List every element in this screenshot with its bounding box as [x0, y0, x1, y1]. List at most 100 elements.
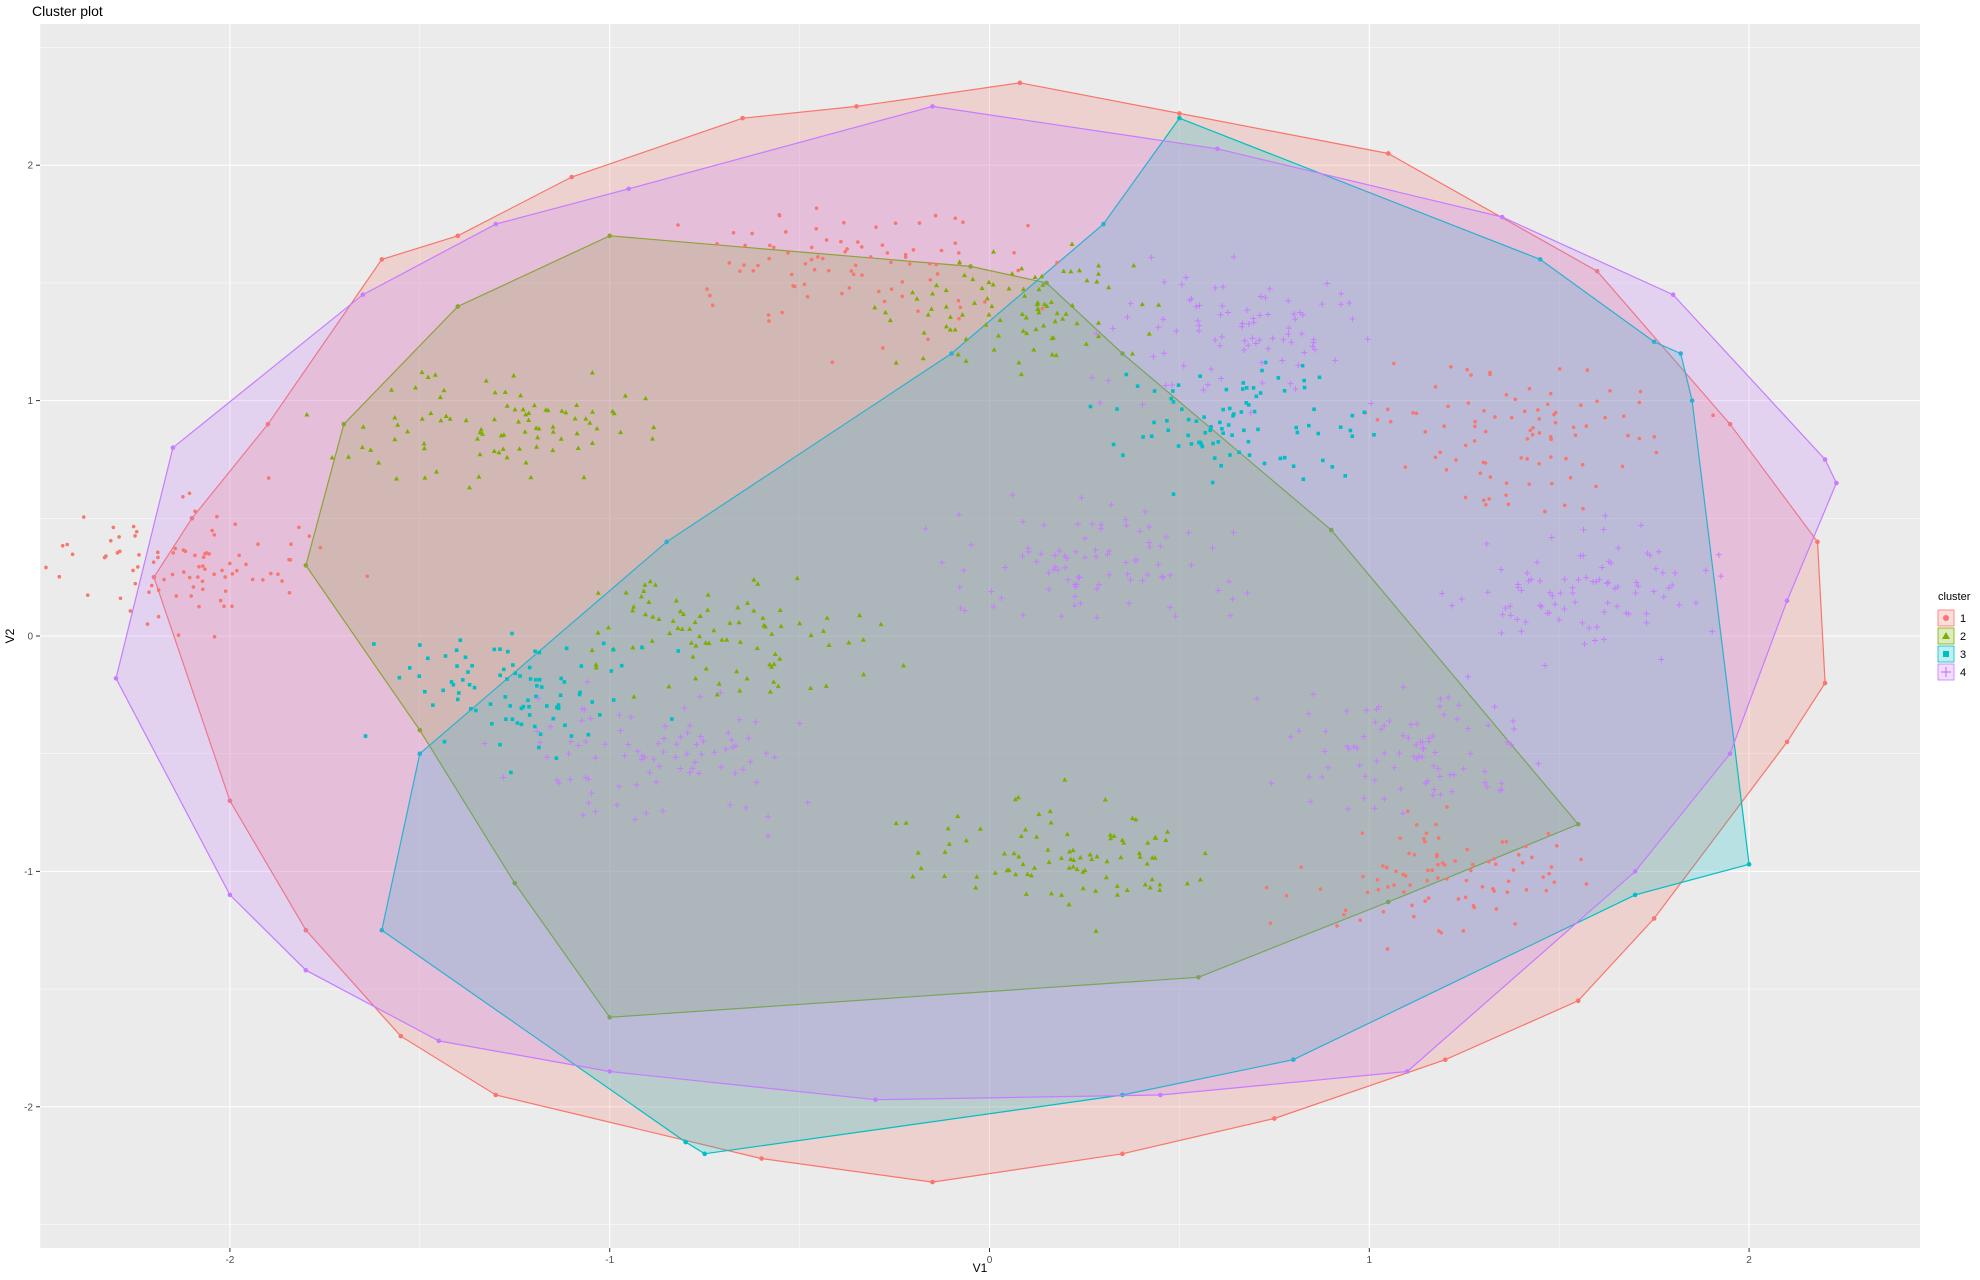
point-cluster-1: [171, 551, 175, 555]
point-cluster-3: [498, 742, 502, 747]
point-cluster-1: [1465, 367, 1469, 372]
point-cluster-4: [1445, 694, 1452, 701]
point-cluster-2: [736, 619, 742, 625]
point-cluster-1: [839, 239, 843, 244]
point-cluster-2: [918, 865, 924, 871]
hull-vertex-point: [1575, 998, 1581, 1004]
point-cluster-2: [727, 620, 733, 625]
point-cluster-1: [1478, 471, 1483, 475]
point-cluster-4: [1541, 662, 1548, 669]
hull-vertex-point: [303, 563, 309, 568]
point-cluster-2: [1087, 852, 1093, 857]
point-cluster-2: [771, 661, 777, 666]
point-cluster-2: [687, 626, 693, 631]
point-cluster-4: [1081, 535, 1088, 542]
point-cluster-4: [988, 588, 995, 595]
point-cluster-2: [1028, 872, 1034, 878]
point-cluster-1: [203, 567, 207, 571]
point-cluster-2: [751, 608, 757, 613]
point-cluster-4: [1655, 548, 1662, 555]
point-cluster-4: [1600, 636, 1607, 643]
point-cluster-3: [551, 716, 556, 721]
point-cluster-1: [1433, 455, 1438, 460]
point-cluster-1: [1581, 506, 1585, 511]
point-cluster-2: [737, 639, 743, 644]
point-cluster-4: [1266, 285, 1273, 292]
point-cluster-2: [947, 326, 953, 332]
point-cluster-4: [1290, 310, 1297, 317]
point-cluster-3: [1219, 463, 1223, 468]
point-cluster-4: [1338, 290, 1345, 297]
legend-label-2: 2: [1960, 631, 1966, 643]
point-cluster-1: [201, 555, 206, 560]
point-cluster-4: [1262, 294, 1269, 301]
point-cluster-4: [1600, 526, 1607, 533]
point-cluster-4: [638, 753, 645, 760]
point-cluster-3: [467, 682, 472, 687]
point-cluster-2: [1050, 335, 1056, 340]
point-cluster-2: [1202, 850, 1208, 856]
point-cluster-2: [1036, 309, 1042, 315]
point-cluster-1: [802, 282, 807, 287]
point-cluster-1: [117, 535, 121, 539]
hull-vertex-point: [1822, 680, 1828, 686]
point-cluster-4: [1596, 576, 1603, 583]
point-cluster-3: [598, 713, 602, 717]
point-cluster-3: [1124, 372, 1129, 377]
point-cluster-1: [1040, 306, 1045, 311]
hull-vertex-point: [1632, 892, 1638, 898]
point-cluster-3: [472, 685, 477, 690]
point-cluster-4: [1396, 750, 1403, 757]
point-cluster-2: [705, 592, 711, 597]
point-cluster-4: [1652, 565, 1659, 572]
point-cluster-1: [1446, 404, 1450, 409]
point-cluster-1: [1525, 437, 1530, 441]
point-cluster-2: [422, 475, 428, 480]
point-cluster-3: [1317, 375, 1322, 380]
point-cluster-4: [697, 733, 704, 740]
point-cluster-2: [533, 425, 539, 430]
point-cluster-4: [1580, 552, 1587, 559]
point-cluster-1: [197, 604, 201, 609]
point-cluster-2: [974, 874, 980, 879]
point-cluster-4: [1287, 733, 1294, 740]
hull-vertex-point: [455, 233, 461, 239]
point-cluster-2: [714, 691, 720, 697]
point-cluster-4: [1268, 780, 1275, 787]
point-cluster-4: [1139, 401, 1146, 408]
hull-vertex-point: [493, 1092, 499, 1098]
point-cluster-2: [491, 416, 497, 422]
point-cluster-3: [417, 674, 422, 678]
point-cluster-2: [820, 628, 826, 633]
point-cluster-4: [1295, 727, 1302, 734]
point-cluster-2: [605, 624, 611, 630]
point-cluster-2: [437, 394, 443, 400]
point-cluster-4: [1285, 325, 1292, 332]
hull-vertex-point: [1120, 351, 1125, 356]
point-cluster-1: [230, 572, 235, 576]
point-cluster-2: [1071, 857, 1077, 862]
point-cluster-2: [1142, 881, 1148, 887]
point-cluster-2: [872, 304, 878, 310]
point-cluster-1: [933, 213, 938, 218]
point-cluster-1: [230, 604, 234, 609]
point-cluster-1: [1527, 386, 1532, 391]
point-cluster-2: [1018, 833, 1024, 838]
point-cluster-3: [1230, 433, 1234, 437]
point-cluster-2: [1013, 871, 1019, 877]
point-cluster-4: [1196, 322, 1203, 329]
point-cluster-1: [889, 260, 893, 265]
point-cluster-3: [1301, 477, 1306, 482]
point-cluster-4: [616, 711, 623, 718]
point-cluster-1: [821, 256, 825, 261]
hull-vertex-point: [436, 1038, 442, 1044]
x-tick-label: 2: [1746, 1255, 1752, 1266]
point-cluster-2: [952, 327, 958, 332]
point-cluster-1: [1440, 861, 1445, 865]
hull-vertex-point: [1689, 398, 1695, 403]
point-cluster-4: [1167, 572, 1174, 579]
point-cluster-2: [990, 282, 996, 287]
point-cluster-1: [1536, 408, 1540, 412]
point-cluster-1: [187, 491, 192, 496]
